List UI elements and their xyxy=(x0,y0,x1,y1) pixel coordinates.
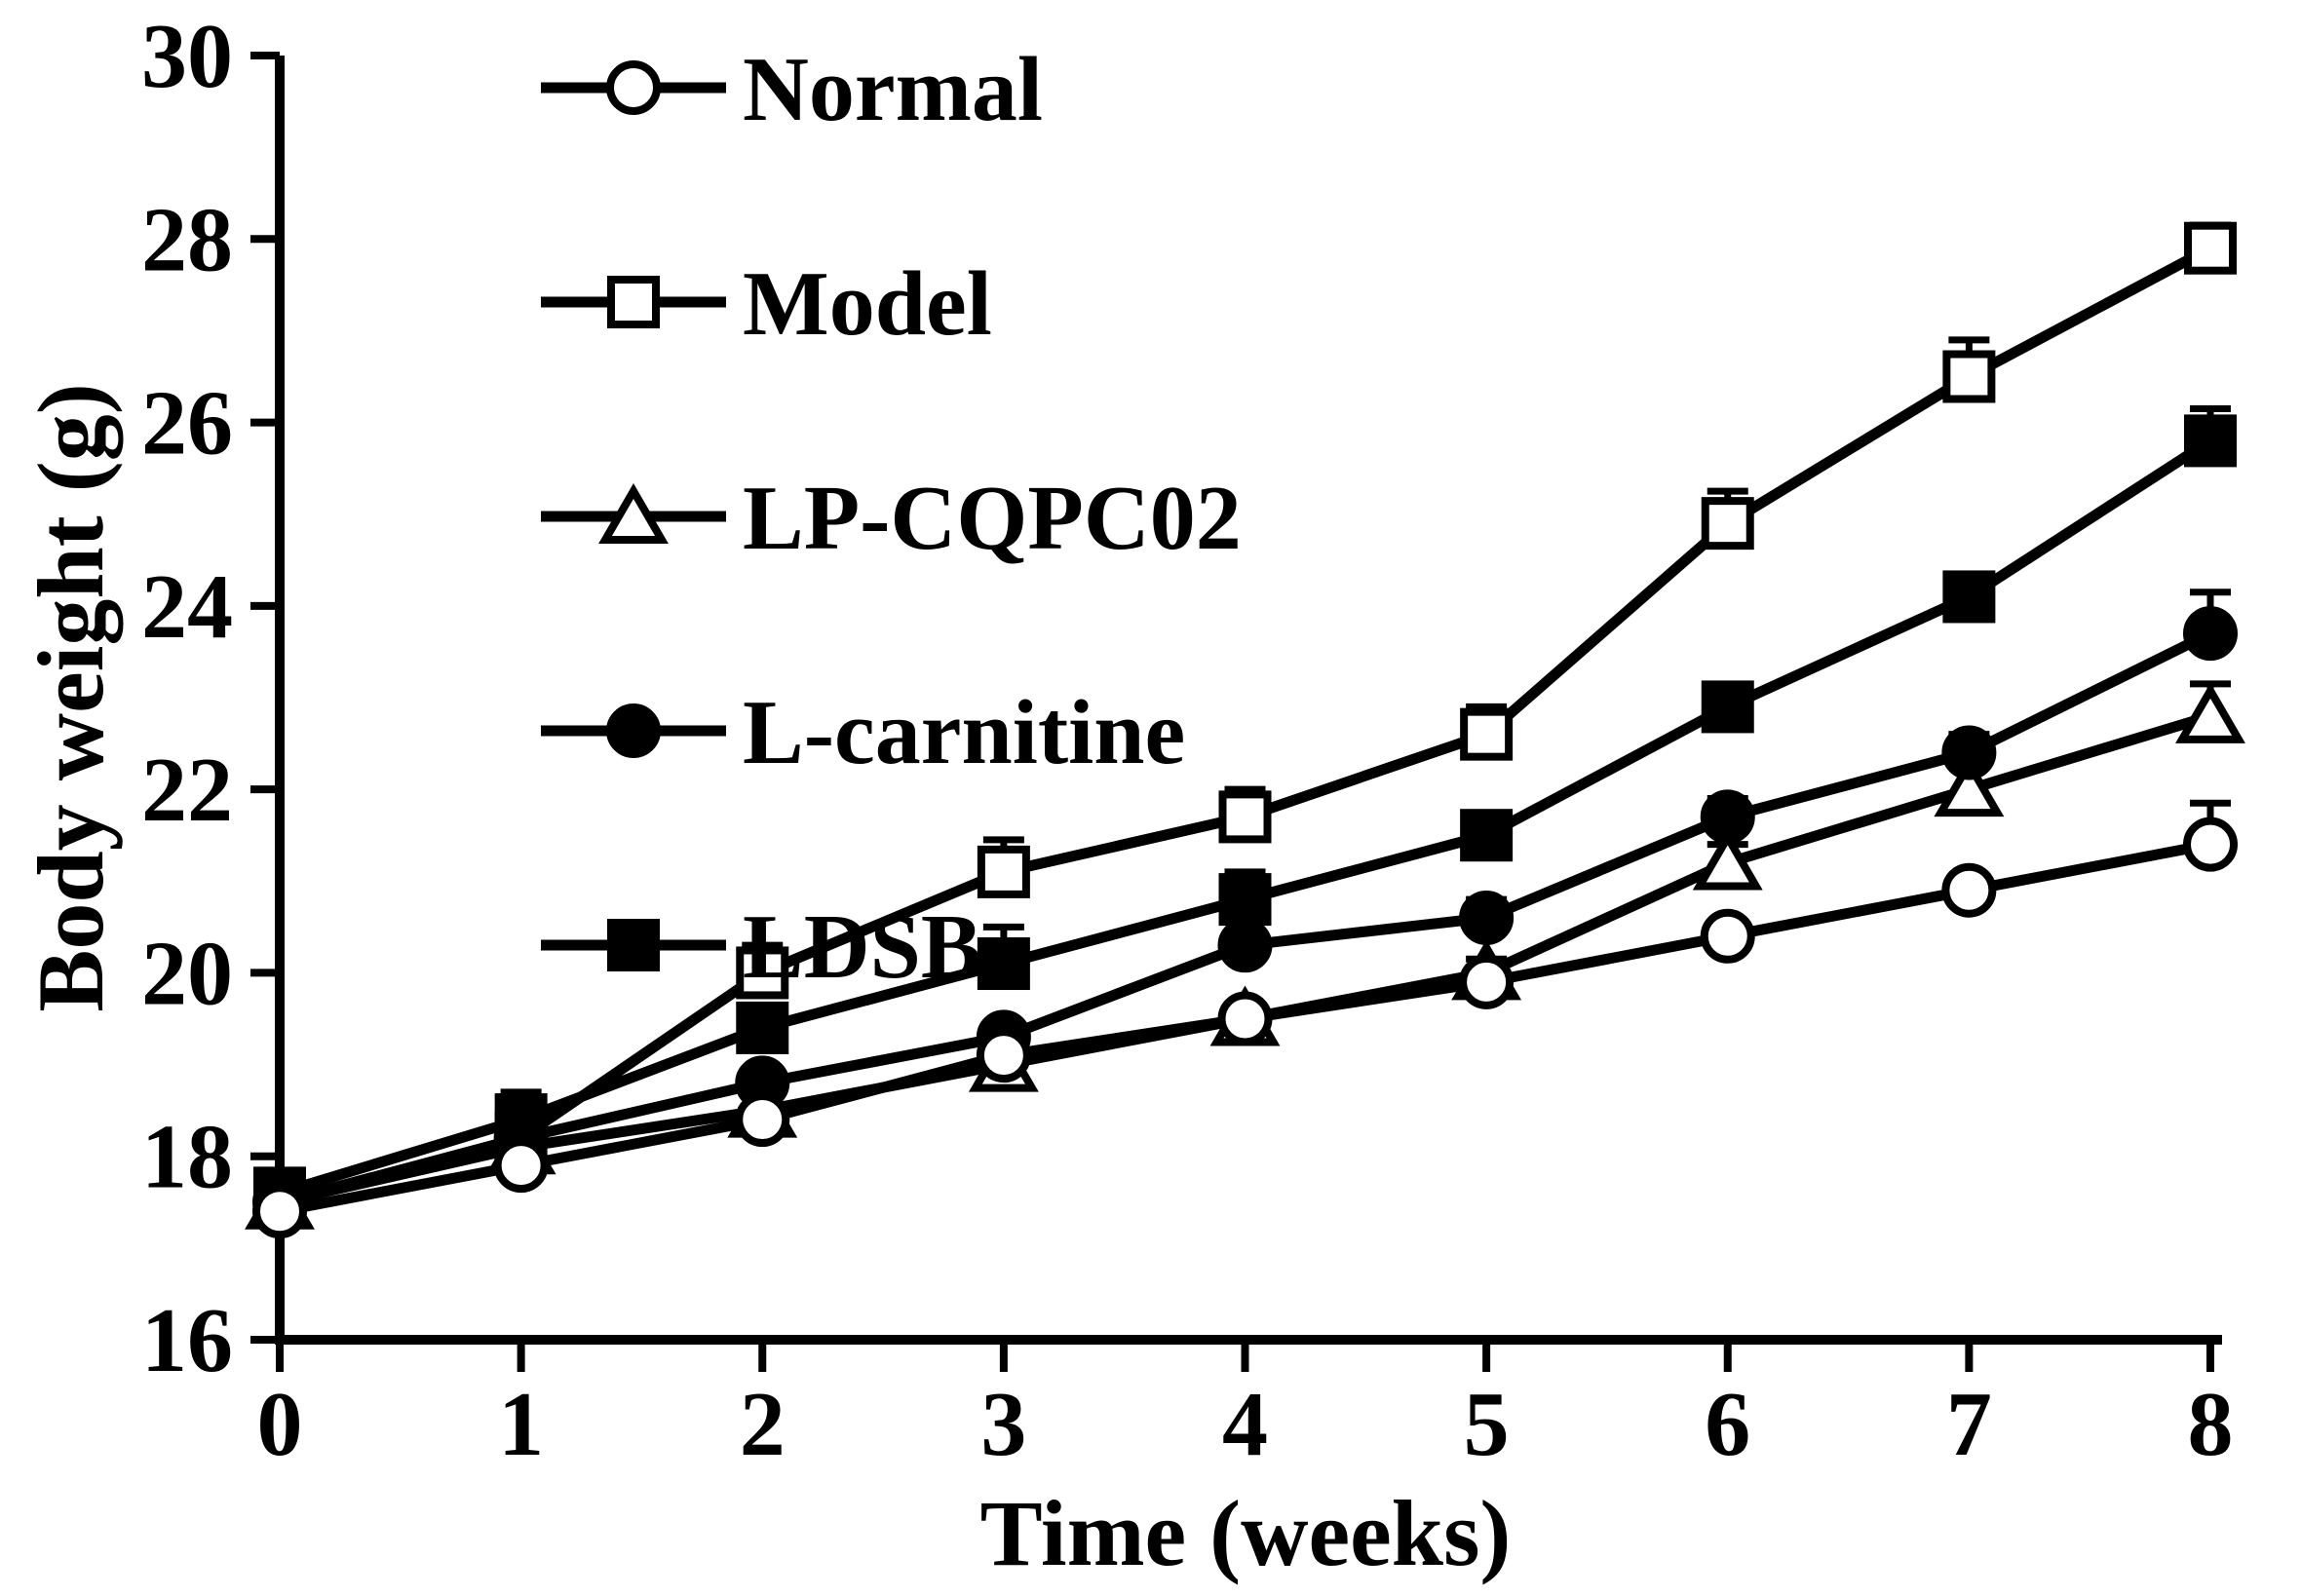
legend-label: Normal xyxy=(743,39,1043,140)
legend-item-L-carnitine: L-carnitine xyxy=(541,682,1185,783)
y-tick-label: 16 xyxy=(141,1290,233,1391)
x-tick-label: 7 xyxy=(1946,1374,1992,1475)
legend-marker-circle xyxy=(606,703,661,758)
legend-item-Model: Model xyxy=(541,253,992,355)
data-point-LP-CQPC02-week7 xyxy=(1934,756,2005,817)
data-point-L-carnitine-week7 xyxy=(1941,725,1997,780)
y-tick-label: 30 xyxy=(141,6,233,107)
legend-label: Model xyxy=(743,253,992,355)
data-point-L-carnitine-week4 xyxy=(1217,918,1273,973)
data-point-Normal-week5 xyxy=(1459,954,1515,1009)
legend-item-LP-CQPC02: LP-CQPC02 xyxy=(541,468,1242,569)
data-point-L-carnitine-week8 xyxy=(2183,606,2238,662)
data-point-LP-CQPC02-week8 xyxy=(2175,682,2245,743)
y-tick-label: 20 xyxy=(141,923,233,1024)
data-point-LDSB-week3 xyxy=(977,937,1030,991)
series-line xyxy=(274,243,2216,1208)
data-point-Model-week2 xyxy=(736,946,789,1000)
data-point-Model-week6 xyxy=(1701,497,1754,551)
legend-marker-circle xyxy=(606,60,661,115)
data-point-Model-week8 xyxy=(2184,221,2237,275)
y-tick-label: 22 xyxy=(141,740,233,841)
x-tick-label: 8 xyxy=(2188,1374,2234,1475)
y-tick-label: 26 xyxy=(141,373,233,475)
y-tick-label: 18 xyxy=(141,1107,233,1208)
data-point-LDSB-week4 xyxy=(1218,873,1272,927)
x-tick-label: 1 xyxy=(498,1374,544,1475)
data-point-Model-week4 xyxy=(1218,790,1272,844)
legend-label: L-carnitine xyxy=(743,682,1185,783)
data-point-Normal-week4 xyxy=(1217,991,1273,1046)
data-point-L-carnitine-week5 xyxy=(1459,890,1515,945)
data-point-Model-week7 xyxy=(1942,350,1996,403)
series-L-carnitine xyxy=(252,589,2238,1230)
x-axis-title: Time (weeks) xyxy=(980,1481,1512,1585)
x-tick-label: 2 xyxy=(740,1374,786,1475)
data-point-L-carnitine-week6 xyxy=(1700,789,1755,845)
legend-layer: Normal Model LP-CQPC02 L-carnitine LDSB xyxy=(541,39,1242,998)
x-tick-label: 5 xyxy=(1464,1374,1510,1475)
legend-marker-triangle xyxy=(598,483,669,544)
axes-layer: 16 18 20 22 24 26 28 30 0 1 2 3 4 5 6 7 8 xyxy=(141,6,2234,1475)
data-point-Normal-week0 xyxy=(252,1184,307,1239)
data-point-LDSB-week7 xyxy=(1942,570,1996,624)
data-point-Normal-week2 xyxy=(735,1092,790,1148)
data-point-Normal-week3 xyxy=(976,1028,1031,1083)
series-Model xyxy=(253,221,2237,1229)
x-tick-label: 4 xyxy=(1222,1374,1268,1475)
legend-label: LDSB xyxy=(743,896,982,998)
data-point-Model-week3 xyxy=(977,845,1030,898)
data-point-Normal-week7 xyxy=(1941,862,1997,918)
data-point-LDSB-week2 xyxy=(736,1001,789,1054)
x-tick-label: 6 xyxy=(1705,1374,1750,1475)
legend-marker-square xyxy=(607,276,660,328)
y-axis-title: Body weight (g) xyxy=(19,383,123,1011)
series-Normal xyxy=(252,799,2238,1239)
legend-item-Normal: Normal xyxy=(541,39,1043,140)
plot-layer xyxy=(245,221,2245,1239)
data-point-LDSB-week6 xyxy=(1701,680,1754,734)
data-point-LDSB-week8 xyxy=(2184,414,2237,468)
data-point-LDSB-week5 xyxy=(1460,809,1514,862)
y-tick-label: 24 xyxy=(141,556,233,658)
data-point-LP-CQPC02-week6 xyxy=(1692,829,1763,891)
data-point-Normal-week8 xyxy=(2183,817,2238,872)
x-tick-label: 3 xyxy=(980,1374,1026,1475)
legend-item-LDSB: LDSB xyxy=(541,896,982,998)
legend-marker-square xyxy=(607,919,660,971)
y-tick-label: 28 xyxy=(141,189,233,290)
data-point-Model-week5 xyxy=(1460,707,1514,761)
data-point-Normal-week6 xyxy=(1700,908,1755,964)
legend-label: LP-CQPC02 xyxy=(743,468,1242,569)
data-point-Normal-week1 xyxy=(493,1138,549,1194)
x-tick-label: 0 xyxy=(257,1374,303,1475)
